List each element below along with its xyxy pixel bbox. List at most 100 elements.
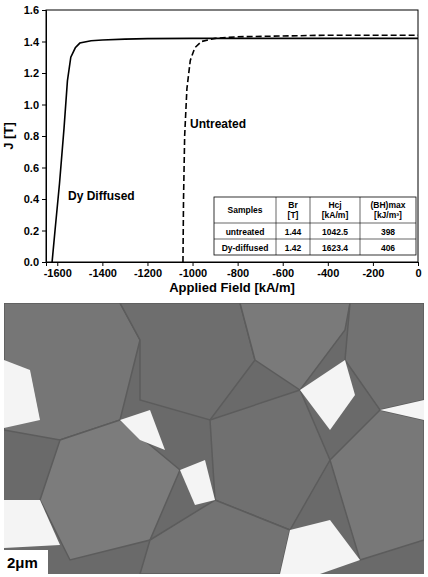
x-tick-label: -200 — [362, 267, 384, 279]
y-tick-label: 0.8 — [24, 130, 39, 142]
y-tick-mark — [42, 10, 46, 11]
x-tick-mark — [418, 262, 419, 266]
micrograph — [4, 303, 424, 574]
y-tick-label: 0.6 — [24, 162, 39, 174]
figure: -1600 -1400 -1200 -1000 -800 -600 -400 -200 0 0.0… — [0, 0, 428, 577]
y-tick: 0.2 — [24, 225, 46, 237]
y-tick: 0.4 — [24, 193, 46, 205]
intergranular-phase — [4, 360, 40, 428]
y-tick-mark — [42, 42, 46, 43]
intergranular-phase — [380, 400, 424, 420]
y-tick: 1.4 — [24, 36, 46, 48]
x-tick-label: -400 — [317, 267, 339, 279]
x-tick-label: -600 — [272, 267, 294, 279]
x-tick-label: -800 — [227, 267, 249, 279]
x-tick-mark — [57, 262, 58, 266]
intergranular-phase — [300, 360, 355, 430]
table-header: Samples — [228, 205, 263, 215]
grain — [330, 410, 424, 560]
x-tick-mark — [102, 262, 103, 266]
table-background — [214, 197, 416, 255]
y-tick: 0.8 — [24, 130, 46, 142]
x-tick-mark — [373, 262, 374, 266]
y-tick-label: 0.4 — [24, 193, 40, 205]
y-tick-label: 0.2 — [24, 225, 39, 237]
scale-bar-box — [4, 550, 48, 574]
table-header: (BH)max[kJ/m³] — [371, 200, 406, 220]
x-axis: -1600 -1400 -1200 -1000 -800 -600 -400 -200 0 — [44, 262, 422, 279]
y-axis-title: J [T] — [1, 122, 16, 149]
x-tick-mark — [193, 262, 194, 266]
x-axis-title: Applied Field [kA/m] — [169, 280, 295, 295]
x-tick-label: -1200 — [134, 267, 162, 279]
x-tick-label: -1000 — [179, 267, 207, 279]
intergranular-phase — [180, 460, 215, 505]
y-tick-label: 1.4 — [24, 36, 40, 48]
y-axis-line — [42, 11, 47, 263]
table-cell: untreated — [226, 227, 265, 237]
x-tick-mark — [238, 262, 239, 266]
y-tick-mark — [42, 231, 46, 232]
y-tick-label: 1.0 — [24, 99, 39, 111]
y-tick: 1.2 — [24, 67, 46, 79]
x-tick: -1000 — [179, 262, 207, 279]
micrograph-background — [4, 303, 424, 574]
x-tick-label: -1600 — [44, 267, 72, 279]
grain — [140, 500, 290, 574]
x-tick: 0 — [415, 262, 421, 279]
table-rule — [214, 239, 416, 240]
y-tick: 0.6 — [24, 162, 46, 174]
scale-bar-label: 2μm — [7, 554, 38, 571]
x-tick-mark — [283, 262, 284, 266]
table-rule — [214, 223, 416, 224]
y-tick: 1.6 — [24, 4, 46, 16]
y-tick-mark — [42, 136, 46, 137]
table-cell: 406 — [381, 243, 395, 253]
y-axis: 0.0 0.2 0.4 0.6 0.8 1.0 1.2 1.4 1.6 — [24, 4, 47, 268]
x-tick: -1200 — [134, 262, 162, 279]
series-label: Dy Diffused — [68, 189, 135, 203]
intergranular-phase — [280, 520, 360, 574]
y-tick-label: 1.2 — [24, 67, 39, 79]
x-tick-mark — [328, 262, 329, 266]
grain — [120, 303, 255, 420]
plot-frame — [46, 10, 418, 262]
y-tick: 1.0 — [24, 99, 46, 111]
x-tick: -800 — [227, 262, 249, 279]
intergranular-phase — [4, 500, 60, 548]
table-cell: 1.42 — [285, 243, 302, 253]
x-tick: -600 — [272, 262, 294, 279]
grain — [345, 303, 424, 410]
table-cell: 1623.4 — [322, 243, 348, 253]
table-cell: Dy-diffused — [222, 243, 269, 253]
x-tick: -200 — [362, 262, 384, 279]
y-tick-mark — [42, 105, 46, 106]
y-tick-mark — [42, 168, 46, 169]
y-tick-mark — [42, 262, 46, 263]
x-tick: -1400 — [89, 262, 117, 279]
table-rule — [276, 197, 277, 255]
table-cell: 1.44 — [285, 227, 302, 237]
y-tick-mark — [42, 199, 46, 200]
x-tick-mark — [147, 262, 148, 266]
table-rule — [360, 197, 361, 255]
y-tick-label: 0.0 — [24, 256, 39, 268]
series-line — [183, 35, 418, 262]
lines — [52, 35, 418, 262]
series-line — [52, 38, 418, 262]
series-label: Untreated — [190, 117, 246, 131]
table-rule — [310, 197, 311, 255]
table-header: Br[T] — [288, 200, 299, 220]
x-tick-label: 0 — [415, 267, 421, 279]
table-cell: 398 — [381, 227, 395, 237]
table-cell: 1042.5 — [322, 227, 348, 237]
x-tick-label: -1400 — [89, 267, 117, 279]
x-axis-line — [47, 263, 419, 267]
y-tick-mark — [42, 73, 46, 74]
table-header: Hcj[kA/m] — [322, 200, 349, 220]
y-tick-label: 1.6 — [24, 4, 39, 16]
y-tick: 0.0 — [24, 256, 46, 268]
inset-table: Samples Br[T] Hcj[kA/m] (BH)max[kJ/m³] untre… — [214, 197, 416, 255]
x-tick: -400 — [317, 262, 339, 279]
x-tick: -1600 — [44, 262, 72, 279]
